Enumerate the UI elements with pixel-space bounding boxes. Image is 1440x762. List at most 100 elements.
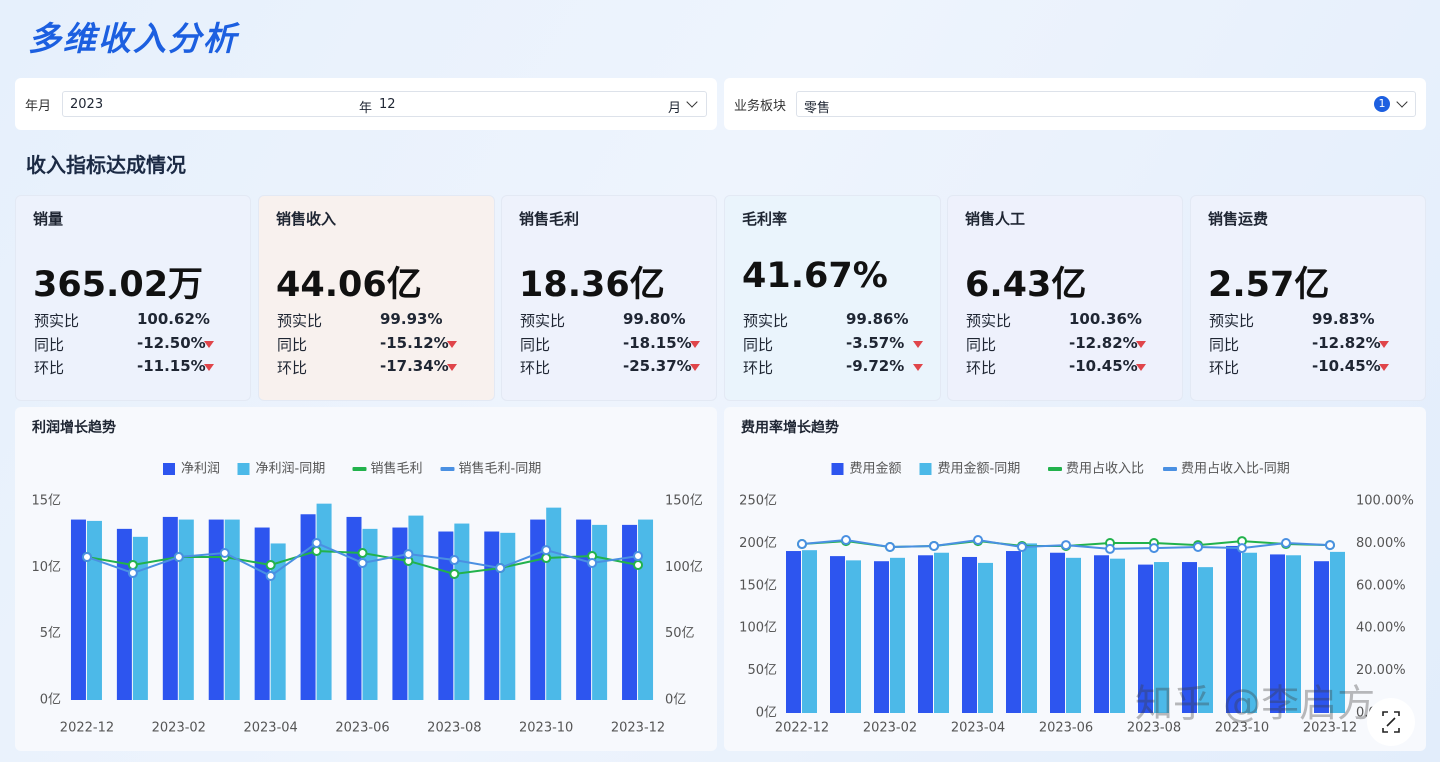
bar [1242, 552, 1257, 713]
kpi-row-value: -11.15% [137, 357, 206, 375]
x-tick-label: 2023-10 [1215, 721, 1269, 736]
bar [1138, 564, 1153, 713]
bar [1006, 551, 1021, 713]
kpi-row-value: 100.62% [137, 310, 210, 328]
x-tick-label: 2022-12 [60, 721, 114, 736]
bar [454, 523, 470, 700]
bar [1066, 557, 1081, 713]
kpi-row-label: 同比 [743, 335, 774, 354]
bar [622, 524, 638, 700]
line-point [311, 538, 322, 549]
legend-swatch [352, 467, 367, 471]
down-arrow [690, 364, 700, 371]
kpi-row-value: -15.12% [380, 333, 449, 352]
year: 2023 [70, 97, 104, 112]
bar [162, 516, 178, 700]
y2-tick-label: 0亿 [665, 693, 686, 708]
bar [1226, 545, 1241, 713]
bar [362, 528, 378, 700]
down-arrow [913, 364, 923, 371]
date-select[interactable]: 2023 年 12 月 [62, 91, 707, 117]
x-tick-label: 2023-08 [427, 721, 481, 736]
y-tick-label: 5亿 [40, 626, 61, 641]
y-tick-label: 150亿 [739, 578, 777, 593]
x-tick-label: 2023-02 [152, 721, 206, 736]
kpi-card: 销售人工 6.43亿 预实比 100.36% 同比 -12.82% 环比 -10.45% [947, 195, 1183, 401]
segment-select[interactable]: 零售 1 [796, 91, 1416, 117]
line-point [265, 570, 276, 581]
kpi-value: 6.43亿 [965, 265, 1087, 305]
line-point [1281, 537, 1291, 548]
y-tick-label: 10亿 [31, 560, 61, 575]
line-point [541, 553, 552, 564]
bar [830, 556, 845, 713]
down-arrow [1379, 340, 1389, 348]
line-point [449, 555, 460, 566]
x-tick-label: 2023-12 [1303, 721, 1357, 736]
bar [978, 562, 993, 713]
kpi-row-label: 预实比 [966, 312, 1012, 330]
bar [1182, 562, 1197, 713]
kpi-card: 销量 365.02万 预实比 100.62% 同比 -12.50% 环比 -11.15% [15, 195, 251, 401]
kpi-row-value: 99.86% [846, 310, 909, 328]
bar [1022, 543, 1037, 713]
kpi-row-label: 同比 [277, 335, 308, 354]
bar [346, 516, 362, 700]
line-point [403, 549, 414, 560]
kpi-value: 365.02万 [33, 265, 204, 305]
y2-tick-label: 80.00% [1356, 536, 1406, 551]
down-arrow [204, 364, 214, 371]
kpi-name: 销量 [33, 210, 64, 228]
kpi-row-label: 环比 [34, 359, 65, 377]
line-point [81, 551, 92, 562]
bar [316, 503, 332, 700]
line-point [265, 559, 276, 570]
bar [962, 556, 977, 713]
y2-tick-label: 40.00% [1356, 621, 1406, 636]
kpi-row-label: 环比 [966, 359, 997, 377]
line-point [1193, 542, 1203, 553]
kpi-row-value: 99.80% [623, 310, 686, 328]
line-point [541, 545, 552, 556]
y-tick-label: 15亿 [31, 494, 61, 509]
legend-label: 销售毛利-同期 [459, 461, 542, 477]
legend-label: 费用占收入比-同期 [1181, 462, 1290, 477]
kpi-card: 销售毛利 18.36亿 预实比 99.80% 同比 -18.15% 环比 -25.37% [501, 195, 717, 401]
x-tick-label: 2023-06 [1039, 721, 1093, 736]
x-tick-label: 2023-04 [243, 721, 297, 736]
kpi-row-value: -3.57% [846, 333, 905, 352]
down-arrow [447, 340, 457, 348]
legend-swatch [1048, 467, 1062, 471]
bar [254, 527, 270, 700]
kpi-card: 毛利率 41.67% 预实比 99.86% 同比 -3.57% 环比 -9.72% [724, 195, 941, 401]
bar [1330, 551, 1345, 713]
line-point [1061, 540, 1071, 551]
fullscreen-button[interactable] [1367, 698, 1415, 746]
kpi-row-value: -12.82% [1312, 333, 1381, 352]
y-tick-label: 50亿 [747, 663, 777, 678]
bar [592, 524, 608, 700]
down-arrow [1136, 340, 1146, 348]
kpi-row-label: 预实比 [743, 312, 789, 330]
bar [530, 519, 546, 700]
bar [270, 543, 286, 700]
chart-title: 费用率增长趋势 [741, 419, 839, 436]
y2-tick-label: 150亿 [665, 494, 703, 509]
bar [408, 515, 424, 700]
legend-label: 费用金额 [850, 461, 902, 477]
kpi-value: 44.06亿 [276, 265, 422, 305]
line-point [797, 539, 807, 550]
kpi-row-value: -10.45% [1312, 357, 1381, 375]
line-point [357, 557, 368, 568]
kpi-row-value: -12.50% [137, 333, 206, 352]
line-point [587, 557, 598, 568]
kpi-row-value: -17.34% [380, 357, 449, 375]
bar [934, 552, 949, 713]
kpi-row-value: 99.93% [380, 310, 443, 328]
legend-label: 费用金额-同期 [938, 461, 1021, 477]
x-tick-label: 2023-02 [863, 721, 917, 736]
kpi-row-label: 同比 [966, 335, 997, 354]
y2-tick-label: 100.00% [1356, 494, 1414, 509]
filter-panel: 业务板块 零售 1 [724, 78, 1426, 130]
